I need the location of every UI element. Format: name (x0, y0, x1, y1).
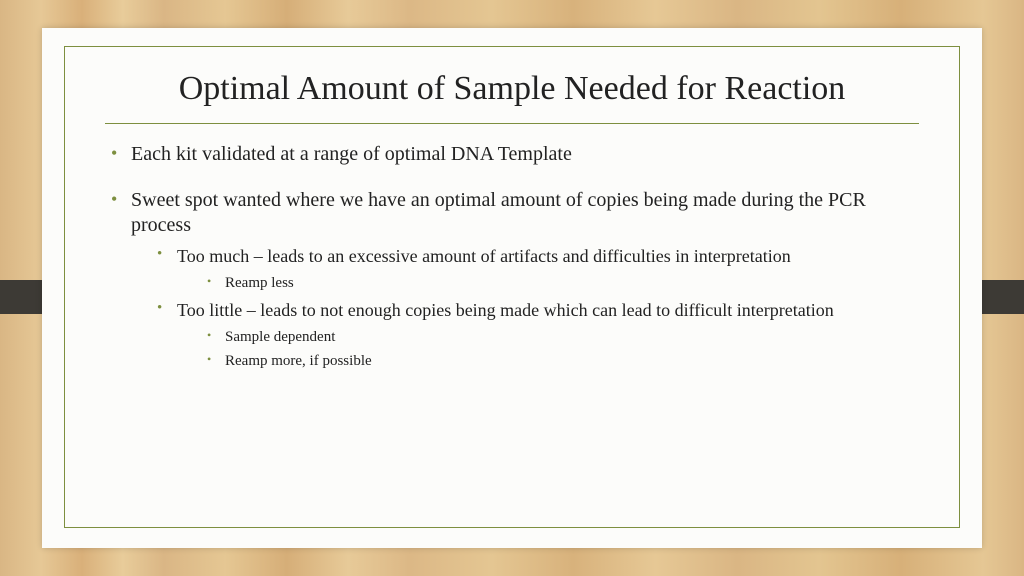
bullet-text: Sample dependent (225, 329, 335, 345)
bullet-text: Too much – leads to an excessive amount … (177, 246, 791, 266)
sub-sub-list: Sample dependent Reamp more, if possible (177, 327, 919, 372)
slide-panel: Optimal Amount of Sample Needed for Reac… (42, 28, 982, 548)
list-item: Sample dependent (201, 327, 919, 347)
list-item: Too much – leads to an excessive amount … (151, 245, 919, 293)
list-item: Each kit validated at a range of optimal… (105, 142, 919, 168)
inner-frame: Optimal Amount of Sample Needed for Reac… (64, 46, 960, 528)
list-item: Reamp less (201, 273, 919, 293)
list-item: Sweet spot wanted where we have an optim… (105, 188, 919, 371)
bullet-text: Sweet spot wanted where we have an optim… (131, 189, 866, 237)
list-item: Too little – leads to not enough copies … (151, 299, 919, 371)
sub-list: Too much – leads to an excessive amount … (131, 245, 919, 371)
bullet-text: Reamp less (225, 275, 294, 291)
sub-sub-list: Reamp less (177, 273, 919, 293)
title-divider (105, 123, 919, 124)
bullet-text: Reamp more, if possible (225, 353, 372, 369)
bullet-list: Each kit validated at a range of optimal… (105, 142, 919, 371)
bullet-text: Each kit validated at a range of optimal… (131, 143, 572, 165)
slide-title: Optimal Amount of Sample Needed for Reac… (105, 69, 919, 109)
list-item: Reamp more, if possible (201, 351, 919, 371)
bullet-text: Too little – leads to not enough copies … (177, 300, 834, 320)
